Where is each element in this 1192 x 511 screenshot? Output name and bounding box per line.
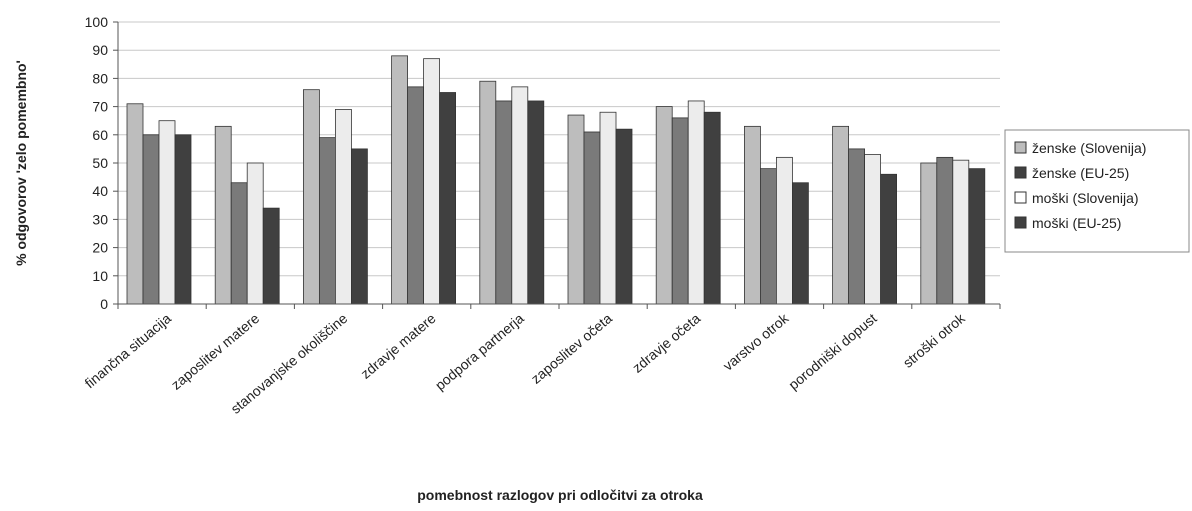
- bar: [968, 168, 986, 305]
- bar: [792, 182, 809, 305]
- bar: [655, 106, 673, 305]
- bar: [423, 58, 441, 305]
- bar: [776, 156, 793, 305]
- y-tick-label: 50: [92, 155, 108, 171]
- y-tick-label: 90: [92, 42, 108, 58]
- bar: [262, 207, 280, 305]
- bar: [615, 128, 633, 305]
- bar: [407, 86, 425, 305]
- legend-label: moški (Slovenija): [1032, 190, 1139, 206]
- bars: [126, 55, 986, 305]
- bar: [703, 111, 721, 305]
- bar: [174, 134, 192, 305]
- legend-swatch: [1014, 191, 1027, 204]
- y-tick-label: 10: [92, 268, 108, 284]
- y-tick-label: 70: [92, 99, 108, 115]
- y-tick-label: 30: [92, 211, 108, 227]
- bar: [744, 125, 761, 305]
- bar: [334, 109, 352, 305]
- bar: [599, 111, 617, 305]
- x-category-label: zaposlitev očeta: [528, 310, 615, 387]
- legend-swatch: [1014, 216, 1027, 229]
- x-category-label: zdravje matere: [357, 310, 438, 382]
- bar: [142, 134, 160, 305]
- bar: [671, 117, 689, 305]
- x-category-label: podpora partnerja: [432, 310, 527, 393]
- x-category-label: varstvo otrok: [720, 309, 792, 373]
- x-category-label: stroški otrok: [900, 309, 969, 370]
- bar: [126, 103, 144, 305]
- legend-label: moški (EU-25): [1032, 215, 1121, 231]
- y-axis-title: % odgovorov 'zelo pomembno': [13, 60, 29, 266]
- bar: [848, 148, 865, 305]
- bar: [230, 182, 248, 305]
- legend-label: ženske (EU-25): [1032, 165, 1129, 181]
- legend-swatch: [1014, 141, 1027, 154]
- bar: [583, 131, 601, 305]
- y-tick-label: 0: [100, 296, 108, 312]
- legend-swatch: [1014, 166, 1027, 179]
- bar: [880, 173, 897, 305]
- bar: [687, 100, 705, 305]
- legend: ženske (Slovenija) ženske (EU-25) moški (S…: [1004, 129, 1190, 253]
- bar: [214, 125, 232, 305]
- y-tick-label: 60: [92, 127, 108, 143]
- x-category-label: zaposlitev matere: [168, 310, 262, 393]
- bar: [495, 100, 513, 305]
- bar: [479, 80, 497, 305]
- y-tick-label: 100: [85, 14, 109, 30]
- legend-box: [1004, 129, 1190, 253]
- bar: [511, 86, 529, 305]
- x-category-label: zdravje očeta: [629, 310, 703, 376]
- bar: [864, 154, 881, 305]
- bar: [439, 92, 457, 305]
- y-tick-label: 40: [92, 183, 108, 199]
- y-tick-label: 20: [92, 240, 108, 256]
- bar: [832, 125, 849, 305]
- bar: [391, 55, 409, 305]
- bar: [760, 168, 777, 305]
- bar: [527, 100, 545, 305]
- bar: [158, 120, 176, 305]
- bar: [936, 156, 954, 305]
- bar: [567, 114, 585, 305]
- bar: [350, 148, 368, 305]
- x-category-label: porodniški dopust: [785, 310, 879, 393]
- bar: [952, 159, 970, 305]
- x-category-label: finančna situacija: [81, 310, 174, 391]
- bar: [302, 89, 320, 305]
- bar: [920, 162, 938, 305]
- legend-label: ženske (Slovenija): [1032, 140, 1146, 156]
- y-tick-label: 80: [92, 70, 108, 86]
- bar: [318, 137, 336, 305]
- x-axis-title: pomebnost razlogov pri odločitvi za otro…: [417, 487, 703, 503]
- bar: [246, 162, 264, 305]
